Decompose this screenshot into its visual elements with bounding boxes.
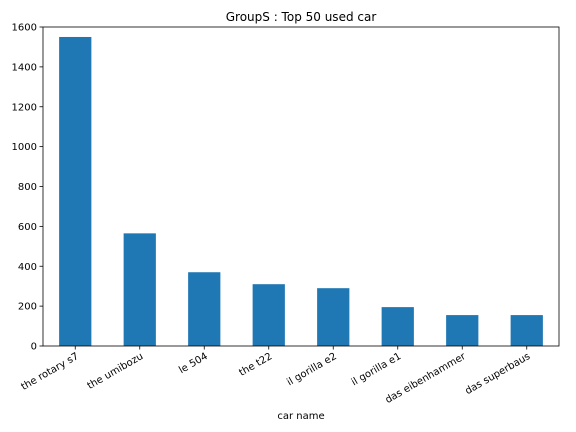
bar (381, 307, 414, 346)
bar (252, 284, 285, 346)
x-tick-label: the rotary s7 (19, 351, 80, 393)
plot-frame (42, 26, 560, 347)
bar (123, 233, 156, 346)
bar (317, 288, 350, 346)
y-tick-label: 200 (18, 302, 37, 313)
x-axis-label: car name (277, 411, 324, 422)
bar (188, 272, 221, 346)
y-tick-label: 1000 (12, 142, 37, 153)
x-tick-label: il gorilla e2 (285, 351, 339, 388)
y-tick-label: 1400 (12, 62, 37, 73)
x-tick-label: the t22 (237, 351, 274, 379)
y-tick-label: 800 (18, 182, 37, 193)
x-tick-label: il gorilla e1 (350, 351, 404, 388)
y-tick-label: 600 (18, 222, 37, 233)
bars-group (59, 36, 543, 346)
y-axis: 0 200 400 600 800 1000 1200 1400 1600 (12, 23, 43, 353)
x-tick-label: the umibozu (86, 351, 146, 392)
y-tick-label: 1600 (12, 23, 37, 34)
y-tick-label: 400 (18, 262, 37, 273)
x-axis: the rotary s7 the umibozu le 504 the t22 il … (19, 346, 532, 406)
bar (446, 315, 479, 346)
x-tick-label: das superbaus (463, 351, 532, 397)
chart-title: GroupS : Top 50 used car (226, 10, 377, 24)
y-tick-label: 0 (31, 342, 37, 353)
x-tick-label: le 504 (177, 351, 210, 376)
bar (510, 315, 543, 346)
bar (59, 36, 92, 346)
y-tick-label: 1200 (12, 102, 37, 113)
